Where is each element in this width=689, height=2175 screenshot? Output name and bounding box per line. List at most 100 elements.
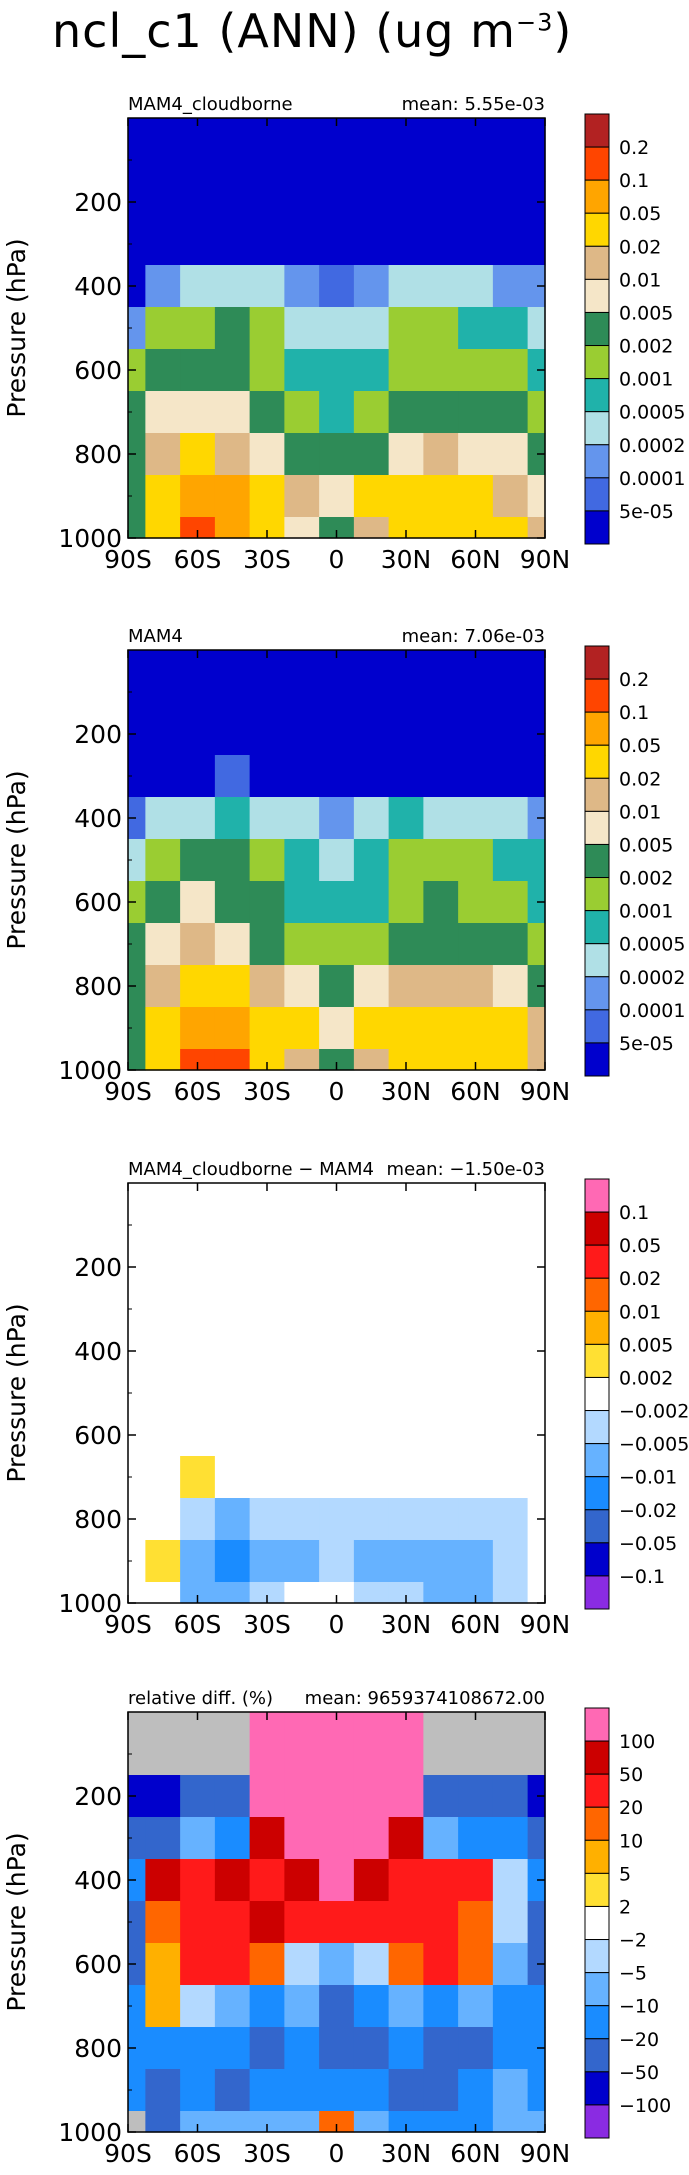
cell xyxy=(145,2111,181,2133)
cell xyxy=(319,923,355,966)
cell xyxy=(180,1582,216,1604)
cell xyxy=(284,755,320,798)
cell xyxy=(388,349,424,392)
cell xyxy=(180,391,216,434)
legend-swatch xyxy=(584,1178,610,1213)
cell xyxy=(145,1943,181,1986)
cell xyxy=(527,1943,546,1986)
cell xyxy=(145,1582,181,1604)
cell xyxy=(249,1183,285,1247)
legend-label: 0.01 xyxy=(619,269,661,291)
cell xyxy=(180,181,216,224)
x-tick-label: 90S xyxy=(104,1077,152,1106)
cell xyxy=(423,2111,459,2133)
cell xyxy=(458,1330,494,1373)
cell xyxy=(527,923,546,966)
cell xyxy=(353,1985,390,2028)
cell xyxy=(527,1985,546,2028)
cell xyxy=(128,1540,146,1583)
cell xyxy=(214,965,251,1008)
y-tick-label: 200 xyxy=(74,188,122,217)
y-axis-label: Pressure (hPa) xyxy=(2,238,31,417)
cell xyxy=(458,1775,494,1818)
cell xyxy=(319,433,355,476)
cell xyxy=(180,475,216,518)
cell xyxy=(353,965,390,1008)
cell xyxy=(145,349,181,392)
legend-swatch xyxy=(584,1806,610,1841)
panel-right-label: mean: −1.50e-03 xyxy=(387,1159,545,1180)
legend-label: 0.005 xyxy=(619,302,673,324)
cell xyxy=(353,1372,390,1415)
cell xyxy=(319,475,355,518)
cell xyxy=(527,1049,546,1071)
cell xyxy=(423,1817,459,1860)
cell xyxy=(458,1007,494,1050)
cell xyxy=(145,1775,181,1818)
cell xyxy=(492,475,529,518)
y-tick-label: 800 xyxy=(74,972,122,1001)
cell xyxy=(284,1183,320,1247)
cell xyxy=(180,2027,216,2070)
cell xyxy=(284,1246,320,1289)
legend-label: 0.01 xyxy=(619,1301,661,1323)
cell xyxy=(249,1414,285,1457)
cell xyxy=(527,965,546,1008)
cell xyxy=(128,1246,146,1289)
cell xyxy=(180,349,216,392)
cell xyxy=(458,307,494,350)
legend-swatch xyxy=(584,1972,610,2007)
cell xyxy=(353,2111,390,2133)
cell xyxy=(423,881,459,924)
legend-swatch xyxy=(584,2005,610,2040)
cell xyxy=(319,797,355,840)
cell xyxy=(249,923,285,966)
legend-label: 100 xyxy=(619,1731,655,1753)
cell xyxy=(388,1288,424,1331)
cell xyxy=(319,965,355,1008)
panel-left-label: relative diff. (%) xyxy=(128,1688,273,1709)
cell xyxy=(180,265,216,308)
cell xyxy=(527,1582,546,1604)
cell xyxy=(492,1183,529,1247)
legend-label: 0.002 xyxy=(619,336,673,358)
cell xyxy=(145,1183,181,1247)
cell xyxy=(458,1498,494,1541)
cell xyxy=(492,881,529,924)
cell xyxy=(214,1330,251,1373)
cell xyxy=(128,1901,146,1944)
cell xyxy=(249,1582,285,1604)
legend-label: 0.0005 xyxy=(619,402,685,424)
cell xyxy=(319,1498,355,1541)
cell xyxy=(319,1183,355,1247)
cell xyxy=(458,181,494,224)
cell xyxy=(249,713,285,756)
cell xyxy=(319,1456,355,1499)
cell xyxy=(214,1943,251,1986)
cell xyxy=(145,118,181,182)
title-text: ncl_c1 (ANN) (ug m xyxy=(52,4,516,58)
cell xyxy=(388,1372,424,1415)
cell xyxy=(527,1859,546,1902)
cell xyxy=(180,923,216,966)
y-tick-label: 1000 xyxy=(58,1056,122,1085)
cell xyxy=(527,517,546,539)
cell xyxy=(249,1288,285,1331)
cell xyxy=(388,839,424,882)
cell xyxy=(388,1414,424,1457)
title-close: ) xyxy=(553,4,573,58)
cell xyxy=(145,1007,181,1050)
legend-label: 0.1 xyxy=(619,1202,649,1224)
cell xyxy=(353,1246,390,1289)
cell xyxy=(458,349,494,392)
legend-swatch xyxy=(584,1542,610,1577)
cell xyxy=(145,1414,181,1457)
cell xyxy=(249,755,285,798)
cell xyxy=(249,2069,285,2112)
cell xyxy=(492,1498,529,1541)
legend-label: 0.05 xyxy=(619,1235,661,1257)
cell xyxy=(319,307,355,350)
panel-right-label: mean: 9659374108672.00 xyxy=(305,1688,545,1709)
cell xyxy=(145,650,181,714)
cell xyxy=(284,1540,320,1583)
